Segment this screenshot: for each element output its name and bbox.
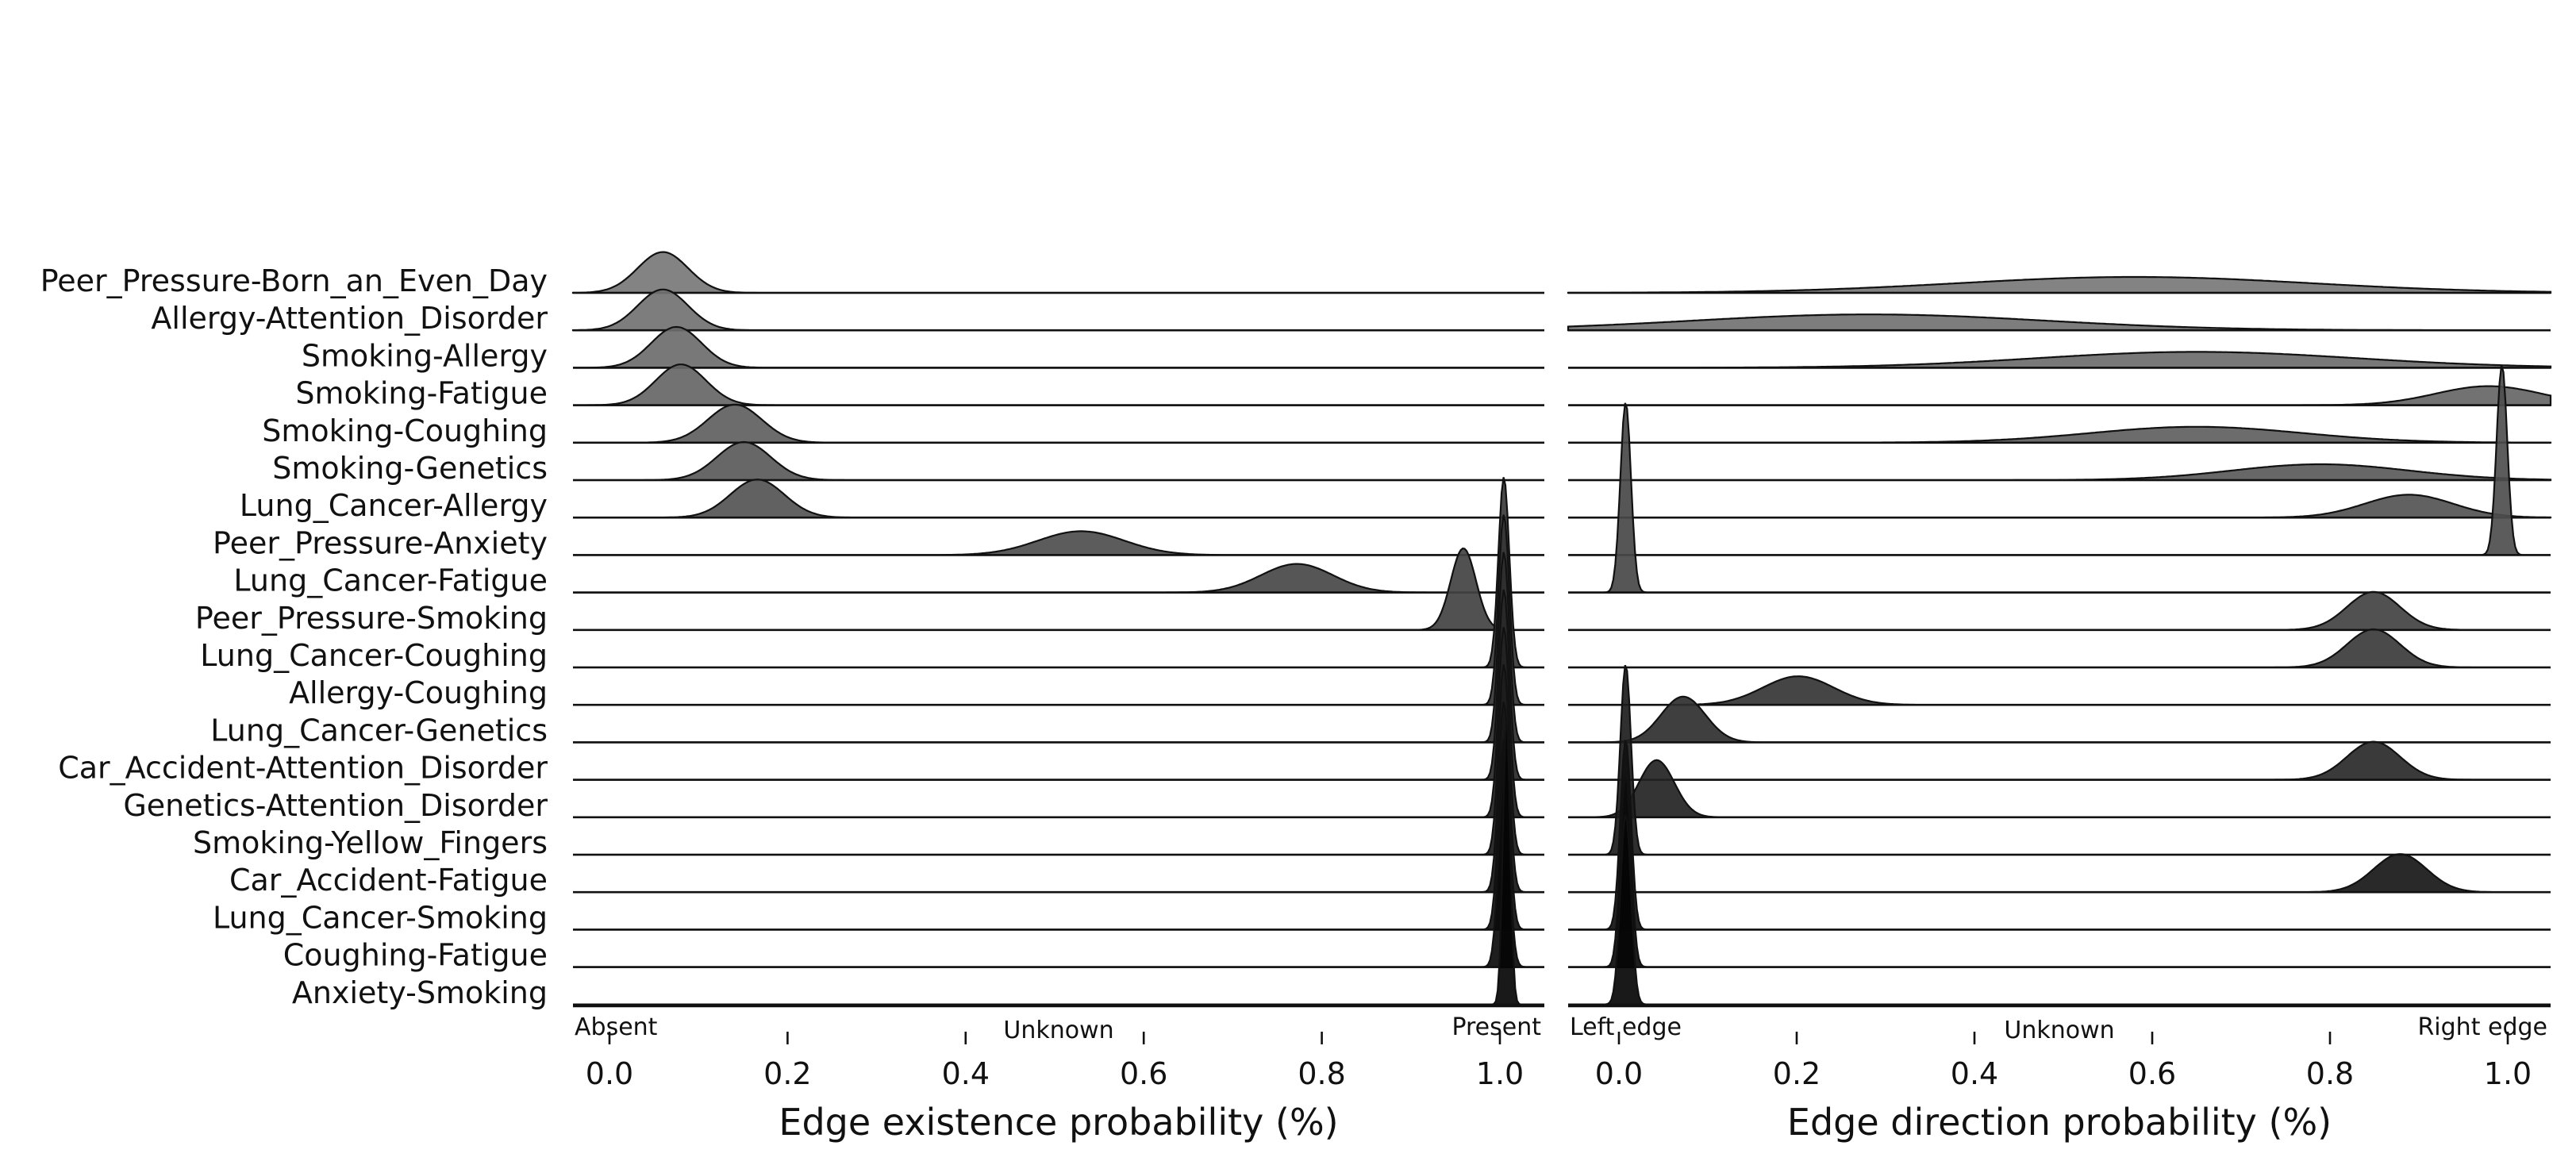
ridge-density	[573, 563, 1544, 594]
x-tick-label: 0.4	[1951, 1056, 1998, 1091]
x-tick-label: 1.0	[2484, 1056, 2532, 1091]
x-tick-label: 0.6	[1120, 1056, 1167, 1091]
edge-label: Lung_Cancer-Smoking	[213, 900, 548, 935]
x-tick-label: 0.0	[586, 1056, 633, 1091]
existence-panel: 0.0 0.2 0.4 0.6 0.8 1.0 Absent Unknown Present Ed…	[571, 251, 1544, 1144]
ridge-density	[573, 325, 1544, 369]
ridge-density	[1568, 385, 2552, 406]
ridge-density	[1567, 313, 2551, 332]
edge-label: Allergy-Attention_Disorder	[151, 301, 548, 336]
edge-label: Lung_Cancer-Fatigue	[233, 563, 548, 598]
x-tick-label: 0.6	[2128, 1056, 2176, 1091]
edge-label: Smoking-Allergy	[302, 338, 548, 373]
edge-label: Peer_Pressure-Smoking	[195, 601, 548, 636]
ridge-density	[1567, 275, 2552, 294]
x-tick-label: 0.8	[1298, 1056, 1345, 1091]
ridge-density	[1568, 675, 2551, 706]
ridge-density	[1568, 814, 2551, 1005]
axis-annotation-right: Right edge	[2417, 1013, 2547, 1041]
edge-label: Peer_Pressure-Anxiety	[213, 525, 548, 560]
axis-annotation-middle: Unknown	[2004, 1017, 2114, 1044]
x-tick-label: 0.0	[1595, 1056, 1643, 1091]
edge-label: Smoking-Coughing	[262, 413, 548, 448]
ridge-density	[573, 664, 1544, 856]
ridge-density	[571, 288, 1544, 332]
ridge-density	[573, 403, 1544, 444]
ridge-density	[571, 251, 1544, 294]
ridge-density	[1568, 853, 2551, 894]
edge-label: Allergy-Coughing	[289, 675, 548, 710]
edge-label: Car_Accident-Attention_Disorder	[58, 751, 548, 786]
x-axis-title: Edge existence probability (%)	[779, 1101, 1338, 1144]
ridge-density	[573, 547, 1544, 631]
edge-labels: Peer_Pressure-Born_an_Even_DayAllergy-At…	[40, 263, 548, 1010]
x-tick-label: 0.8	[2306, 1056, 2354, 1091]
edge-label: Lung_Cancer-Allergy	[240, 488, 548, 523]
edge-label: Smoking-Fatigue	[295, 376, 548, 411]
ridge-density	[573, 440, 1544, 482]
edge-label: Lung_Cancer-Coughing	[200, 638, 548, 673]
x-tick-label: 0.2	[1773, 1056, 1821, 1091]
ridge-density	[573, 726, 1544, 1005]
ridge-density	[573, 479, 1544, 519]
axis-annotation-right: Present	[1451, 1013, 1541, 1041]
edge-label: Smoking-Genetics	[272, 451, 548, 486]
edge-label: Lung_Cancer-Genetics	[210, 713, 548, 748]
ridge-density	[1568, 425, 2552, 444]
axis-annotation-middle: Unknown	[1003, 1017, 1113, 1044]
ridge-density	[573, 589, 1544, 781]
ridge-density	[1568, 364, 2551, 556]
axis-annotation-left: Left edge	[1570, 1013, 1682, 1041]
ridge-density	[573, 739, 1544, 931]
edge-label: Anxiety-Smoking	[292, 975, 548, 1010]
x-tick-label: 0.4	[942, 1056, 990, 1091]
ridge-density	[1568, 590, 2551, 631]
x-tick-label: 0.2	[763, 1056, 811, 1091]
ridge-density	[573, 626, 1544, 818]
ridge-density	[1568, 628, 2551, 669]
x-tick-label: 1.0	[1476, 1056, 1524, 1091]
x-axis-title: Edge direction probability (%)	[1787, 1101, 2332, 1144]
ridge-density	[573, 530, 1544, 556]
edge-label: Peer_Pressure-Born_an_Even_Day	[40, 263, 548, 298]
ridge-density	[573, 363, 1544, 406]
ridge-density	[573, 702, 1544, 894]
ridge-density	[573, 552, 1544, 744]
edge-label: Genetics-Attention_Disorder	[123, 788, 548, 823]
edge-label: Coughing-Fatigue	[283, 938, 548, 973]
ridge-density	[1568, 494, 2552, 519]
ridge-density	[573, 776, 1544, 968]
ridge-density	[1568, 351, 2552, 369]
axis-annotation-left: Absent	[575, 1013, 658, 1041]
edge-label: Car_Accident-Fatigue	[229, 863, 548, 898]
edge-label: Smoking-Yellow_Fingers	[193, 825, 548, 860]
direction-panel: 0.0 0.2 0.4 0.6 0.8 1.0 Left edge Unknown Right …	[1567, 275, 2552, 1144]
ridge-density	[1568, 463, 2552, 482]
ridge-density	[1568, 740, 2551, 781]
